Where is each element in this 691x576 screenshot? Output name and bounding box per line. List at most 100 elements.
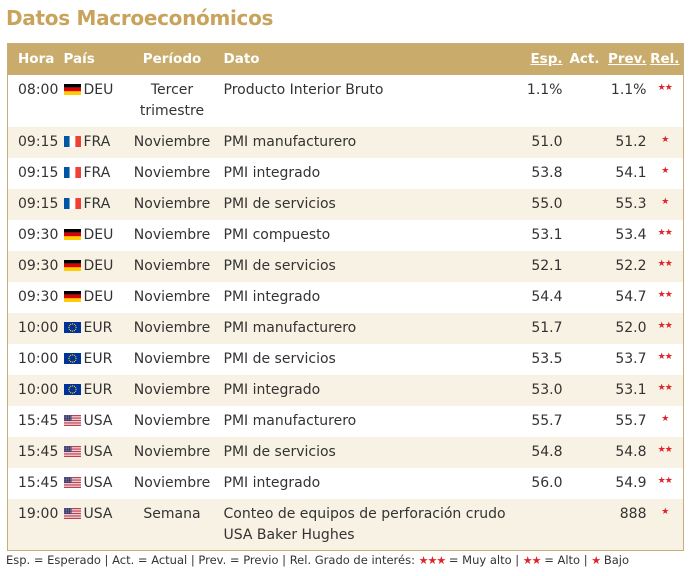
cell-hora: 15:45 <box>18 443 59 460</box>
cell-esp: 53.1 <box>531 226 563 243</box>
header-dato: Dato <box>223 51 260 68</box>
cell-pais-label: DEU <box>83 257 114 274</box>
deu-flag-icon <box>63 288 81 302</box>
cell-esp: 51.7 <box>531 319 563 336</box>
cell-prev: 52.0 <box>615 319 647 336</box>
cell-dato: PMI integrado <box>223 381 321 398</box>
relevance-star-icon: ★ <box>661 506 669 517</box>
cell-rel: ★★ <box>647 375 684 406</box>
cell-hora: 19:00 <box>18 505 59 522</box>
deu-flag-icon <box>63 257 81 271</box>
cell-pais-label: USA <box>83 443 113 460</box>
table-row: 10:00 EUR Noviembre PMI manufacturero 51.7 52… <box>7 312 684 344</box>
cell-rel: ★★ <box>647 468 684 499</box>
cell-prev: 53.4 <box>615 226 647 243</box>
table-row: 09:15 FRA Noviembre PMI integrado 53.8 54.1 ★ <box>7 157 684 189</box>
relevance-star-icon: ★ <box>661 165 669 176</box>
cell-dato: PMI integrado <box>223 288 321 305</box>
legend-muy-alto: = Muy alto | <box>448 553 520 567</box>
cell-prev: 54.9 <box>615 474 647 491</box>
cell-rel: ★★ <box>647 251 684 282</box>
cell-pais: DEU <box>63 75 121 127</box>
header-act: Act. <box>569 51 600 68</box>
cell-dato: Conteo de equipos de perforación crudo U… <box>223 505 506 543</box>
cell-prev: 51.2 <box>615 133 647 150</box>
cell-pais: USA <box>63 437 121 468</box>
cell-pais-label: USA <box>83 505 113 522</box>
cell-pais: EUR <box>63 375 121 406</box>
cell-periodo: Noviembre <box>133 350 211 367</box>
table-row: 08:00 DEU Tercer trimestre Producto Interio… <box>7 74 684 127</box>
cell-prev: 53.1 <box>615 381 647 398</box>
cell-periodo: Noviembre <box>133 319 211 336</box>
legend: Esp. = Esperado | Act. = Actual | Prev. … <box>6 553 629 567</box>
table-row: 15:45 USA Noviembre PMI integrado 56.0 54.9 ★★ <box>7 467 684 499</box>
relevance-star-icon: ★ <box>661 134 669 145</box>
cell-act <box>563 344 600 375</box>
deu-flag-icon <box>63 81 81 95</box>
cell-esp: 1.1% <box>526 81 563 98</box>
cell-pais: USA <box>63 499 121 551</box>
cell-dato: PMI de servicios <box>223 195 336 212</box>
relevance-star-icon: ★★ <box>657 227 673 238</box>
cell-periodo: Noviembre <box>133 195 211 212</box>
legend-alto: = Alto | <box>544 553 588 567</box>
cell-dato: PMI de servicios <box>223 350 336 367</box>
table-row: 19:00 USA Semana Conteo de equipos de perfo… <box>7 498 684 551</box>
relevance-star-icon: ★★ <box>657 82 673 93</box>
cell-dato: PMI manufacturero <box>223 133 357 150</box>
cell-esp: 54.8 <box>531 443 563 460</box>
cell-act <box>563 158 600 189</box>
cell-dato: PMI manufacturero <box>223 412 357 429</box>
cell-pais: USA <box>63 468 121 499</box>
relevance-star-icon: ★★ <box>657 258 673 269</box>
cell-act <box>563 282 600 313</box>
cell-pais-label: DEU <box>83 288 114 305</box>
cell-act <box>563 313 600 344</box>
cell-prev: 54.1 <box>615 164 647 181</box>
header-rel-sort[interactable]: Rel. <box>650 51 680 68</box>
header-esp-sort[interactable]: Esp. <box>530 51 563 68</box>
cell-pais: DEU <box>63 220 121 251</box>
cell-dato: PMI integrado <box>223 474 321 491</box>
relevance-star-icon: ★★ <box>657 320 673 331</box>
cell-dato: PMI manufacturero <box>223 319 357 336</box>
cell-pais-label: FRA <box>83 164 111 181</box>
cell-prev: 53.7 <box>615 350 647 367</box>
cell-rel: ★ <box>647 499 684 551</box>
cell-esp: 56.0 <box>531 474 563 491</box>
cell-hora: 10:00 <box>18 350 59 367</box>
cell-hora: 09:30 <box>18 226 59 243</box>
table-row: 10:00 EUR Noviembre PMI de servicios 53.5 53.… <box>7 343 684 375</box>
cell-rel: ★★ <box>647 344 684 375</box>
eur-flag-icon <box>63 319 81 333</box>
macro-data-table: Hora País Período Dato Esp. Act. Prev. R… <box>7 43 684 551</box>
cell-hora: 10:00 <box>18 381 59 398</box>
legend-one-star-icon: ★ <box>591 554 601 567</box>
relevance-star-icon: ★★ <box>657 351 673 362</box>
cell-pais: EUR <box>63 344 121 375</box>
cell-pais: FRA <box>63 158 121 189</box>
cell-periodo: Noviembre <box>133 133 211 150</box>
relevance-star-icon: ★★ <box>657 475 673 486</box>
cell-rel: ★ <box>647 127 684 158</box>
cell-esp: 53.5 <box>531 350 563 367</box>
cell-pais-label: USA <box>83 474 113 491</box>
cell-periodo: Noviembre <box>133 443 211 460</box>
cell-prev: 1.1% <box>610 81 647 98</box>
cell-prev: 55.7 <box>615 412 647 429</box>
cell-act <box>563 75 600 127</box>
cell-rel: ★ <box>647 406 684 437</box>
cell-dato: PMI de servicios <box>223 257 336 274</box>
cell-prev: 52.2 <box>615 257 647 274</box>
table-row: 09:30 DEU Noviembre PMI de servicios 52.1 52.… <box>7 250 684 282</box>
relevance-star-icon: ★★ <box>657 382 673 393</box>
cell-pais-label: FRA <box>83 133 111 150</box>
usa-flag-icon <box>63 412 81 426</box>
cell-hora: 09:15 <box>18 133 59 150</box>
cell-act <box>563 468 600 499</box>
header-prev-sort[interactable]: Prev. <box>607 51 647 68</box>
header-pais: País <box>63 51 95 68</box>
header-hora: Hora <box>18 51 55 68</box>
cell-dato: PMI de servicios <box>223 443 336 460</box>
